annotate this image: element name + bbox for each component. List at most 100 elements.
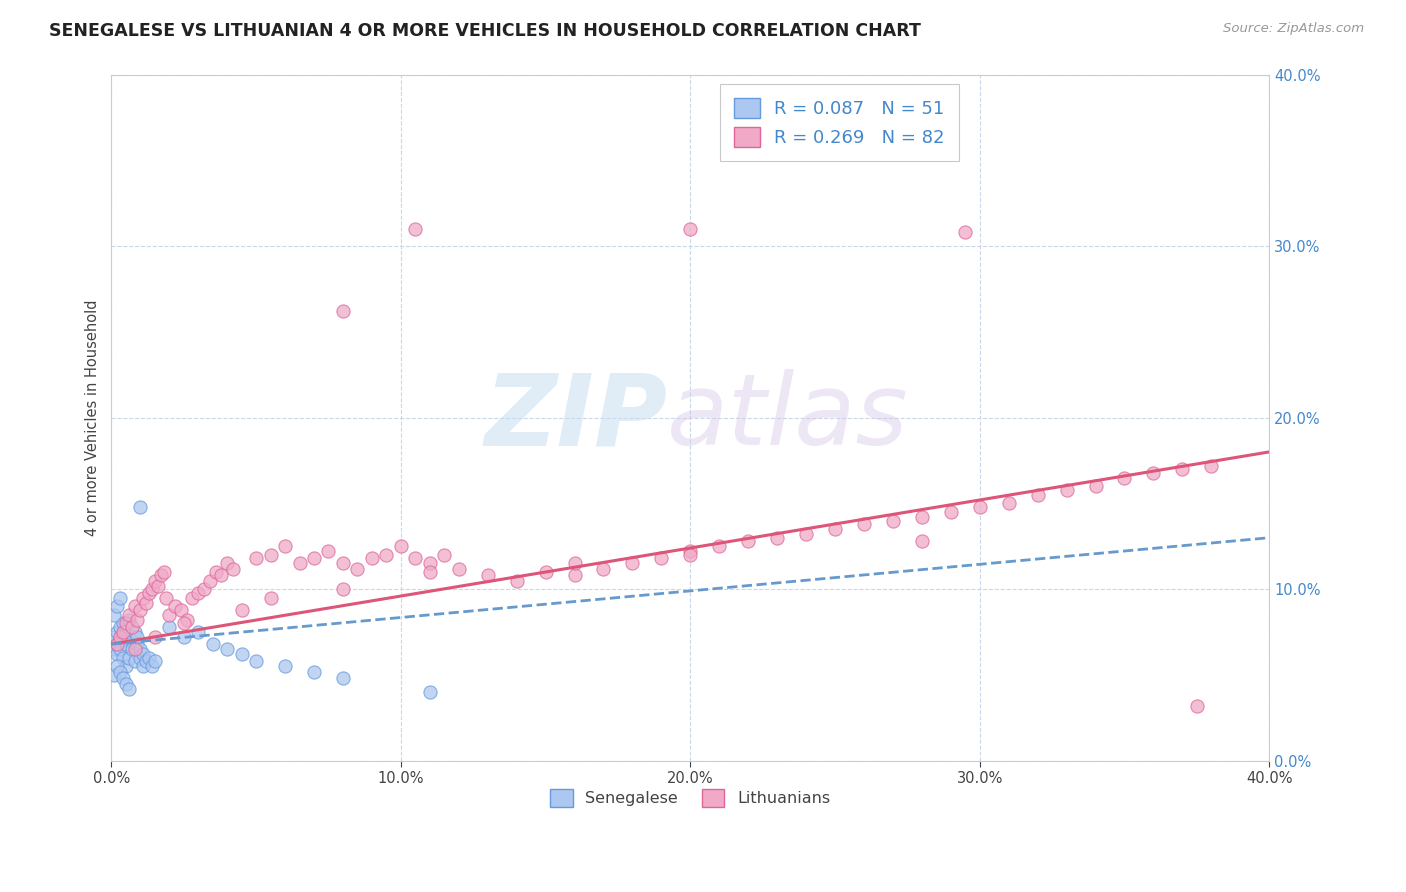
Point	[288, 557, 311, 571]
Point	[477, 568, 499, 582]
Point	[1201, 458, 1223, 473]
Point	[115, 676, 138, 690]
Point	[135, 596, 157, 610]
Point	[650, 551, 672, 566]
Point	[115, 637, 138, 651]
Point	[852, 516, 875, 531]
Point	[129, 650, 152, 665]
Point	[332, 557, 354, 571]
Point	[709, 539, 731, 553]
Point	[231, 648, 253, 662]
Point	[138, 585, 160, 599]
Point	[505, 574, 527, 588]
Point	[132, 591, 155, 605]
Point	[124, 625, 146, 640]
Point	[143, 574, 166, 588]
Point	[152, 565, 174, 579]
Point	[389, 539, 412, 553]
Point	[165, 599, 187, 614]
Point	[404, 222, 426, 236]
Point	[259, 548, 281, 562]
Point	[108, 630, 131, 644]
Point	[108, 642, 131, 657]
Point	[121, 620, 143, 634]
Point	[794, 527, 817, 541]
Point	[118, 650, 141, 665]
Point	[193, 582, 215, 597]
Point	[124, 599, 146, 614]
Point	[181, 591, 204, 605]
Text: Source: ZipAtlas.com: Source: ZipAtlas.com	[1223, 22, 1364, 36]
Point	[118, 681, 141, 696]
Point	[679, 548, 702, 562]
Point	[103, 630, 125, 644]
Point	[129, 500, 152, 514]
Point	[138, 650, 160, 665]
Point	[766, 531, 789, 545]
Point	[911, 534, 934, 549]
Point	[1171, 462, 1194, 476]
Point	[939, 505, 962, 519]
Point	[121, 633, 143, 648]
Text: ZIP: ZIP	[484, 369, 668, 467]
Point	[332, 582, 354, 597]
Point	[217, 642, 239, 657]
Point	[118, 613, 141, 627]
Point	[318, 544, 340, 558]
Point	[1026, 488, 1049, 502]
Point	[997, 496, 1019, 510]
Point	[108, 633, 131, 648]
Point	[332, 672, 354, 686]
Point	[170, 603, 193, 617]
Point	[969, 500, 991, 514]
Point	[824, 522, 846, 536]
Point	[157, 607, 180, 622]
Text: atlas: atlas	[668, 369, 908, 467]
Point	[204, 565, 226, 579]
Point	[621, 557, 644, 571]
Point	[737, 534, 759, 549]
Point	[187, 625, 209, 640]
Point	[108, 665, 131, 679]
Y-axis label: 4 or more Vehicles in Household: 4 or more Vehicles in Household	[86, 300, 100, 536]
Point	[108, 620, 131, 634]
Point	[198, 574, 221, 588]
Point	[124, 642, 146, 657]
Point	[534, 565, 557, 579]
Point	[135, 654, 157, 668]
Point	[143, 630, 166, 644]
Point	[302, 665, 325, 679]
Point	[132, 659, 155, 673]
Point	[955, 225, 977, 239]
Point	[105, 637, 128, 651]
Point	[111, 672, 134, 686]
Point	[245, 654, 267, 668]
Point	[124, 654, 146, 668]
Point	[882, 514, 904, 528]
Point	[143, 654, 166, 668]
Point	[118, 607, 141, 622]
Point	[592, 561, 614, 575]
Point	[679, 222, 702, 236]
Point	[149, 568, 172, 582]
Point	[564, 557, 586, 571]
Point	[447, 561, 470, 575]
Point	[419, 565, 441, 579]
Point	[911, 510, 934, 524]
Point	[433, 548, 456, 562]
Point	[245, 551, 267, 566]
Point	[157, 620, 180, 634]
Point	[1185, 698, 1208, 713]
Point	[105, 648, 128, 662]
Point	[108, 591, 131, 605]
Point	[222, 561, 245, 575]
Point	[274, 659, 297, 673]
Point	[111, 616, 134, 631]
Point	[419, 557, 441, 571]
Point	[115, 616, 138, 631]
Point	[105, 659, 128, 673]
Point	[105, 637, 128, 651]
Point	[274, 539, 297, 553]
Point	[103, 668, 125, 682]
Point	[115, 659, 138, 673]
